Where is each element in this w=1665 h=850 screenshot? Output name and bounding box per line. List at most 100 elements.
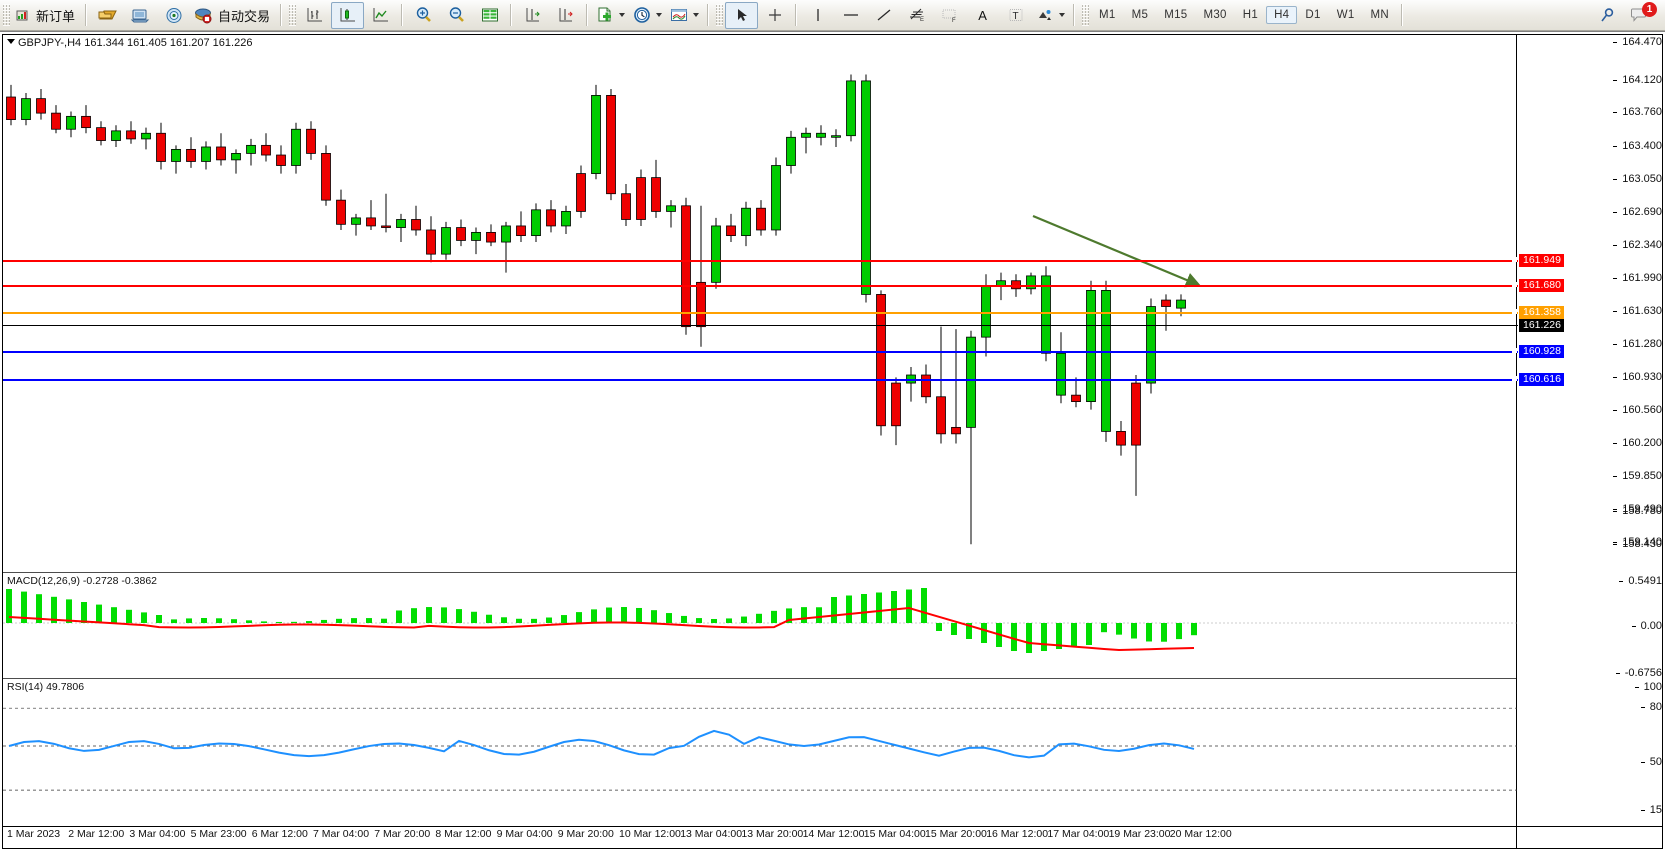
level-handle[interactable] xyxy=(1512,348,1517,353)
candlestick-chart-button[interactable] xyxy=(331,1,365,29)
price-chart-canvas[interactable] xyxy=(3,35,1517,571)
time-tick: 8 Mar 12:00 xyxy=(435,828,492,840)
chevron-down-icon[interactable] xyxy=(619,13,626,17)
zoom-out-button[interactable] xyxy=(440,2,473,29)
vertical-line-button[interactable] xyxy=(801,2,834,29)
auto-scroll-button[interactable] xyxy=(549,2,582,29)
time-tick: 1 Mar 2023 xyxy=(7,828,61,840)
timeframe-grip[interactable] xyxy=(1082,4,1090,26)
level-handle[interactable] xyxy=(1512,282,1517,287)
time-tick: 9 Mar 04:00 xyxy=(496,828,553,840)
period-button[interactable] xyxy=(629,2,666,29)
line-chart-button[interactable] xyxy=(364,2,397,29)
timeframe-w1[interactable]: W1 xyxy=(1336,9,1355,21)
level-price-tag[interactable]: 161.949 xyxy=(1512,254,1564,267)
rsi-tick: 50 xyxy=(1640,756,1662,768)
zoom-in-button[interactable] xyxy=(407,2,440,29)
timeframe-h4[interactable]: H4 xyxy=(1266,6,1298,24)
level-price-tag[interactable]: 161.358 xyxy=(1512,306,1564,319)
toolbar-grip[interactable] xyxy=(3,4,10,26)
ea-folder-button[interactable] xyxy=(91,2,124,29)
rsi-panel-separator[interactable] xyxy=(3,678,1662,679)
data-window-button[interactable] xyxy=(473,2,506,29)
chart-window[interactable]: GBPJPY-,H4 161.344 161.405 161.207 161.2… xyxy=(0,31,1665,850)
auto-trading-button[interactable]: 自动交易 xyxy=(190,2,276,29)
trendline-button[interactable] xyxy=(867,2,900,29)
rsi-axis: 100 80 50 15 xyxy=(1517,681,1662,831)
horizontal-line-button[interactable] xyxy=(834,2,867,29)
templates-icon xyxy=(670,6,688,24)
timeframe-m5[interactable]: M5 xyxy=(1131,9,1149,21)
price-tick: 161.630 xyxy=(1613,305,1662,317)
toolbar-separator-9 xyxy=(1401,4,1404,26)
terminal-button[interactable] xyxy=(124,2,157,29)
level-line[interactable] xyxy=(3,351,1518,353)
price-tick: 158.780 xyxy=(1613,505,1662,517)
chevron-down-icon-2[interactable] xyxy=(656,13,663,17)
cursor-button[interactable] xyxy=(725,1,759,29)
level-line[interactable] xyxy=(3,312,1518,314)
macd-header: MACD(12,26,9) -0.2728 -0.3862 xyxy=(7,575,157,587)
shapes-button[interactable] xyxy=(1032,2,1069,29)
level-line[interactable] xyxy=(3,379,1518,381)
timeframe-h1[interactable]: H1 xyxy=(1242,9,1259,21)
level-price-tag[interactable]: 161.226 xyxy=(1519,319,1564,332)
fibo-button[interactable]: E xyxy=(900,2,933,29)
chart-header: GBPJPY-,H4 161.344 161.405 161.207 161.2… xyxy=(7,37,252,49)
new-order-label: 新订单 xyxy=(36,8,76,24)
chevron-down-icon-4[interactable] xyxy=(1059,13,1066,17)
price-tick: 162.340 xyxy=(1613,239,1662,251)
timeframe-m1[interactable]: M1 xyxy=(1099,9,1116,21)
level-handle[interactable] xyxy=(1512,309,1517,314)
level-price-tag[interactable]: 160.616 xyxy=(1512,373,1564,386)
toolbar-separator-7 xyxy=(795,4,798,26)
level-line[interactable] xyxy=(3,285,1518,287)
price-axis-line xyxy=(1516,35,1517,848)
time-tick: 3 Mar 04:00 xyxy=(129,828,186,840)
level-handle[interactable] xyxy=(1512,376,1517,381)
rsi-chart-canvas[interactable] xyxy=(3,681,1517,826)
level-handle[interactable] xyxy=(1512,257,1517,262)
macd-chart-canvas[interactable] xyxy=(3,575,1517,675)
chart-type-grip[interactable] xyxy=(289,4,297,26)
price-tick: 160.560 xyxy=(1613,404,1662,416)
chart-frame[interactable]: GBPJPY-,H4 161.344 161.405 161.207 161.2… xyxy=(2,34,1663,849)
svg-text:T: T xyxy=(1012,11,1018,22)
macd-panel-separator[interactable] xyxy=(3,572,1662,573)
price-axis-lower: 158.780 158.430 xyxy=(1517,35,1662,575)
auto-trading-label: 自动交易 xyxy=(218,8,271,24)
price-tick: 161.280 xyxy=(1613,338,1662,350)
toolbar-separator-3 xyxy=(401,4,404,26)
templates-button[interactable] xyxy=(666,2,703,29)
new-order-button[interactable]: 新订单 xyxy=(12,2,81,29)
price-axis[interactable]: 164.470 164.120 163.760 163.400 163.050 … xyxy=(1517,35,1662,848)
signals-button[interactable] xyxy=(157,2,190,29)
timeframe-m15[interactable]: M15 xyxy=(1164,9,1188,21)
bar-chart-button[interactable] xyxy=(298,2,331,29)
rsi-tick: 100 xyxy=(1634,681,1662,693)
time-axis[interactable]: 1 Mar 2023 2 Mar 12:00 3 Mar 04:00 5 Mar 23… xyxy=(3,828,1517,848)
timeframe-m30[interactable]: M30 xyxy=(1203,9,1227,21)
price-tick: 161.990 xyxy=(1613,272,1662,284)
time-tick: 20 Mar 12:00 xyxy=(1169,828,1232,840)
chevron-down-icon-3[interactable] xyxy=(693,13,700,17)
add-indicator-button[interactable] xyxy=(592,2,629,29)
timeframe-d1[interactable]: D1 xyxy=(1305,9,1321,21)
chart-menu-triangle-icon[interactable] xyxy=(7,39,15,44)
search-button[interactable] xyxy=(1591,2,1624,29)
equidistant-channel-button[interactable]: F xyxy=(933,2,966,29)
draw-tools-grip[interactable] xyxy=(716,4,724,26)
crosshair-button[interactable] xyxy=(758,2,791,29)
level-line[interactable] xyxy=(3,260,1518,262)
price-tick: 159.850 xyxy=(1613,470,1662,482)
level-line[interactable] xyxy=(3,325,1518,326)
level-price-tag[interactable]: 160.928 xyxy=(1512,345,1564,358)
level-price-tag[interactable]: 161.680 xyxy=(1512,279,1564,292)
text-button[interactable]: T xyxy=(999,2,1032,29)
notifications-button[interactable]: 1 xyxy=(1624,1,1657,29)
text-label-button[interactable]: A xyxy=(966,2,999,29)
shift-end-button[interactable] xyxy=(516,2,549,29)
candlestick-chart-icon xyxy=(339,6,357,24)
chart-header-text: GBPJPY-,H4 161.344 161.405 161.207 161.2… xyxy=(18,37,253,49)
timeframe-mn[interactable]: MN xyxy=(1370,9,1390,21)
